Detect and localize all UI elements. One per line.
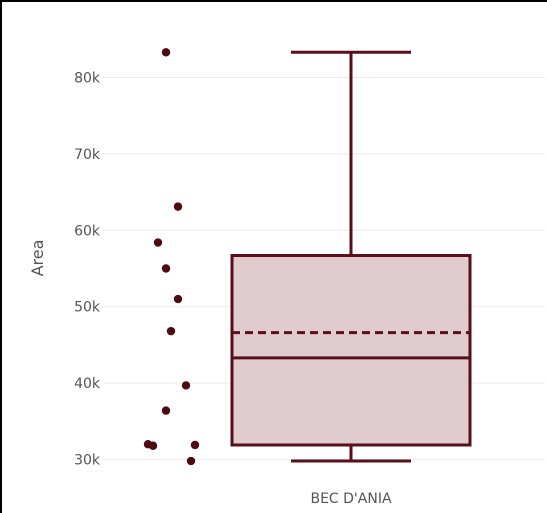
y-tick-label: 60k bbox=[74, 223, 101, 239]
y-tick-label: 40k bbox=[74, 376, 101, 392]
y-axis-title: Area bbox=[28, 240, 47, 277]
box-group bbox=[230, 50, 472, 463]
data-point bbox=[173, 294, 183, 304]
data-point bbox=[173, 202, 183, 211]
y-tick-label: 80k bbox=[74, 71, 101, 87]
x-category-label: BEC D'ANIA bbox=[310, 491, 391, 507]
data-point bbox=[161, 406, 171, 415]
data-point bbox=[190, 440, 200, 450]
data-point bbox=[161, 48, 171, 57]
x-axis-categories: BEC D'ANIA bbox=[310, 491, 391, 507]
y-tick-label: 70k bbox=[74, 147, 101, 163]
jitter-points bbox=[143, 48, 200, 466]
data-point bbox=[186, 456, 196, 466]
data-point bbox=[166, 326, 176, 336]
data-point bbox=[148, 441, 158, 450]
y-tick-label: 50k bbox=[74, 300, 101, 316]
data-point bbox=[181, 381, 191, 390]
data-point bbox=[161, 264, 171, 273]
y-tick-label: 30k bbox=[74, 453, 101, 469]
data-point bbox=[153, 238, 163, 247]
box-iqr bbox=[230, 254, 472, 447]
y-axis-ticks: 30k 40k 50k 60k 70k 80k bbox=[74, 71, 101, 469]
